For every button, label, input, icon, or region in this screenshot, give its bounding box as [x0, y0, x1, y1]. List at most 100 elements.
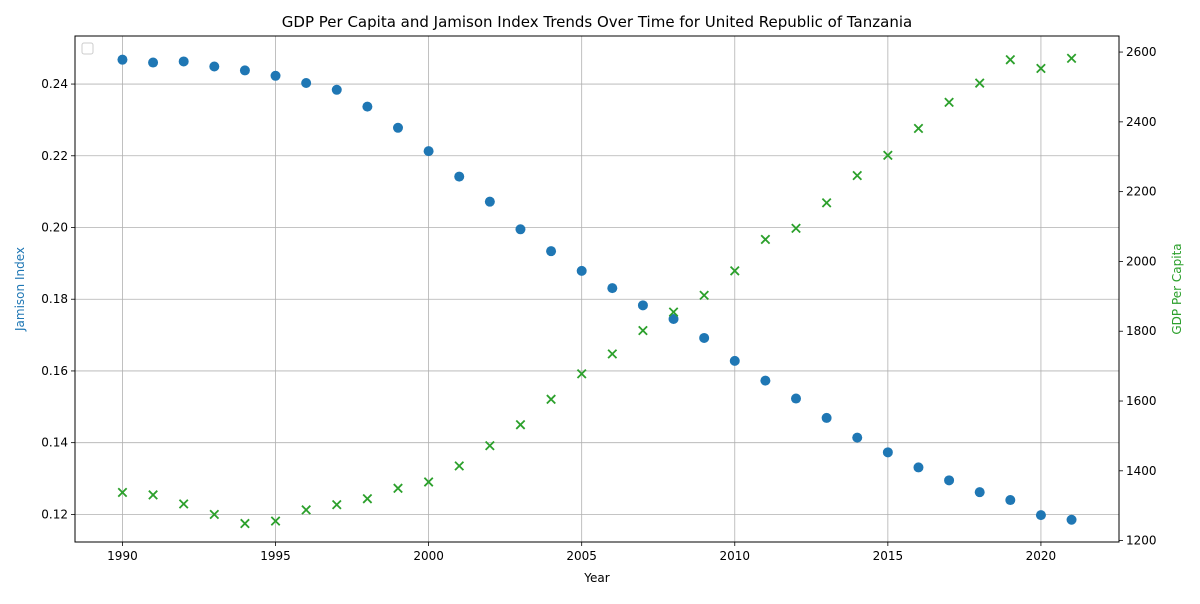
x-tick-label: 2020 — [1026, 549, 1057, 563]
gdp-point — [393, 483, 403, 494]
gdp-point — [760, 234, 771, 245]
left-y-axis-title: Jamison Index — [13, 247, 27, 332]
jamison-point — [362, 101, 373, 112]
x-axis-title: Year — [583, 571, 609, 585]
x-tick-label: 2015 — [873, 549, 904, 563]
jamison-point — [1066, 514, 1077, 525]
jamison-point — [1005, 495, 1016, 506]
grid-layer — [75, 36, 1119, 542]
gdp-point — [423, 477, 434, 487]
gdp-point — [852, 170, 863, 181]
left-y-tick-label: 0.16 — [41, 364, 68, 378]
jamison-point — [392, 122, 403, 133]
gdp-point — [331, 499, 342, 510]
gdp-point — [1036, 63, 1046, 74]
jamison-point — [576, 265, 587, 276]
right-y-axis-ticks: 1200 1400 1600 1800 2000 2200 2400 2600 — [1119, 45, 1157, 548]
jamison-series — [117, 54, 1077, 525]
jamison-point — [791, 393, 802, 404]
gdp-point — [699, 290, 709, 301]
gdp-series — [117, 53, 1077, 529]
jamison-point — [1035, 510, 1046, 521]
jamison-point — [454, 171, 465, 182]
legend-box — [81, 42, 94, 55]
right-y-tick-label: 1600 — [1126, 394, 1157, 408]
gdp-point — [1005, 54, 1016, 65]
jamison-point — [117, 54, 128, 65]
x-tick-label: 2000 — [413, 549, 444, 563]
jamison-point — [944, 475, 955, 486]
x-tick-label: 1990 — [107, 549, 138, 563]
jamison-point — [607, 283, 618, 294]
jamison-point — [301, 77, 312, 88]
jamison-point — [821, 412, 832, 423]
gdp-point — [148, 490, 158, 500]
x-tick-label: 1995 — [260, 549, 291, 563]
x-axis-ticks: 1990 1995 2000 2005 2010 2015 2020 — [107, 542, 1056, 563]
left-y-axis-ticks: 0.12 0.14 0.16 0.18 0.20 0.22 0.24 — [41, 77, 75, 521]
gdp-point — [729, 266, 740, 276]
jamison-point — [423, 146, 434, 157]
gdp-point — [485, 440, 495, 451]
gdp-point — [301, 505, 311, 515]
right-y-axis-title: GDP Per Capita — [1170, 243, 1184, 334]
left-y-tick-label: 0.20 — [41, 220, 68, 234]
jamison-point — [209, 61, 220, 72]
jamison-point — [637, 300, 648, 311]
right-y-tick-label: 2600 — [1126, 45, 1157, 59]
jamison-point — [913, 462, 924, 473]
jamison-point — [974, 487, 985, 498]
right-y-tick-label: 2200 — [1126, 185, 1157, 199]
gdp-point — [362, 493, 373, 504]
jamison-point — [729, 355, 740, 366]
left-y-tick-label: 0.18 — [41, 292, 68, 306]
jamison-point — [515, 224, 526, 235]
gdp-point — [1066, 53, 1077, 64]
plot-frame — [74, 35, 1120, 543]
jamison-point — [882, 447, 893, 458]
chart-title: GDP Per Capita and Jamison Index Trends … — [282, 13, 912, 31]
gdp-point — [883, 150, 893, 161]
jamison-point — [546, 246, 557, 257]
gdp-point — [515, 419, 526, 430]
left-y-tick-label: 0.14 — [41, 436, 68, 450]
x-tick-label: 2010 — [719, 549, 750, 563]
jamison-point — [331, 84, 342, 95]
right-y-tick-label: 2400 — [1126, 115, 1157, 129]
gdp-point — [454, 461, 465, 471]
jamison-point — [270, 70, 281, 81]
gdp-point — [974, 78, 985, 88]
gdp-point — [607, 349, 618, 359]
gdp-point — [913, 123, 924, 134]
gdp-point — [944, 97, 954, 108]
jamison-point — [239, 65, 250, 76]
jamison-point — [668, 313, 679, 324]
jamison-point — [852, 432, 863, 443]
jamison-point — [760, 375, 771, 386]
x-tick-label: 2005 — [566, 549, 597, 563]
right-y-tick-label: 1400 — [1126, 464, 1157, 478]
gdp-point — [638, 325, 648, 336]
jamison-point — [148, 57, 159, 68]
gdp-point — [576, 368, 587, 379]
gdp-point — [117, 487, 128, 498]
gdp-point — [270, 516, 281, 526]
right-y-tick-label: 1200 — [1126, 534, 1157, 548]
left-y-tick-label: 0.24 — [41, 77, 68, 91]
jamison-point — [178, 56, 189, 67]
gdp-point — [240, 518, 250, 529]
gdp-point — [546, 394, 556, 405]
right-y-tick-label: 1800 — [1126, 324, 1157, 338]
gdp-point — [821, 197, 832, 208]
gdp-point — [668, 307, 679, 317]
left-y-tick-label: 0.12 — [41, 507, 68, 521]
gdp-point — [178, 499, 189, 509]
left-y-tick-label: 0.22 — [41, 149, 68, 163]
jamison-point — [699, 332, 710, 343]
jamison-point — [484, 196, 495, 207]
gdp-point — [791, 223, 801, 234]
right-y-tick-label: 2000 — [1126, 254, 1157, 268]
gdp-point — [209, 509, 220, 520]
